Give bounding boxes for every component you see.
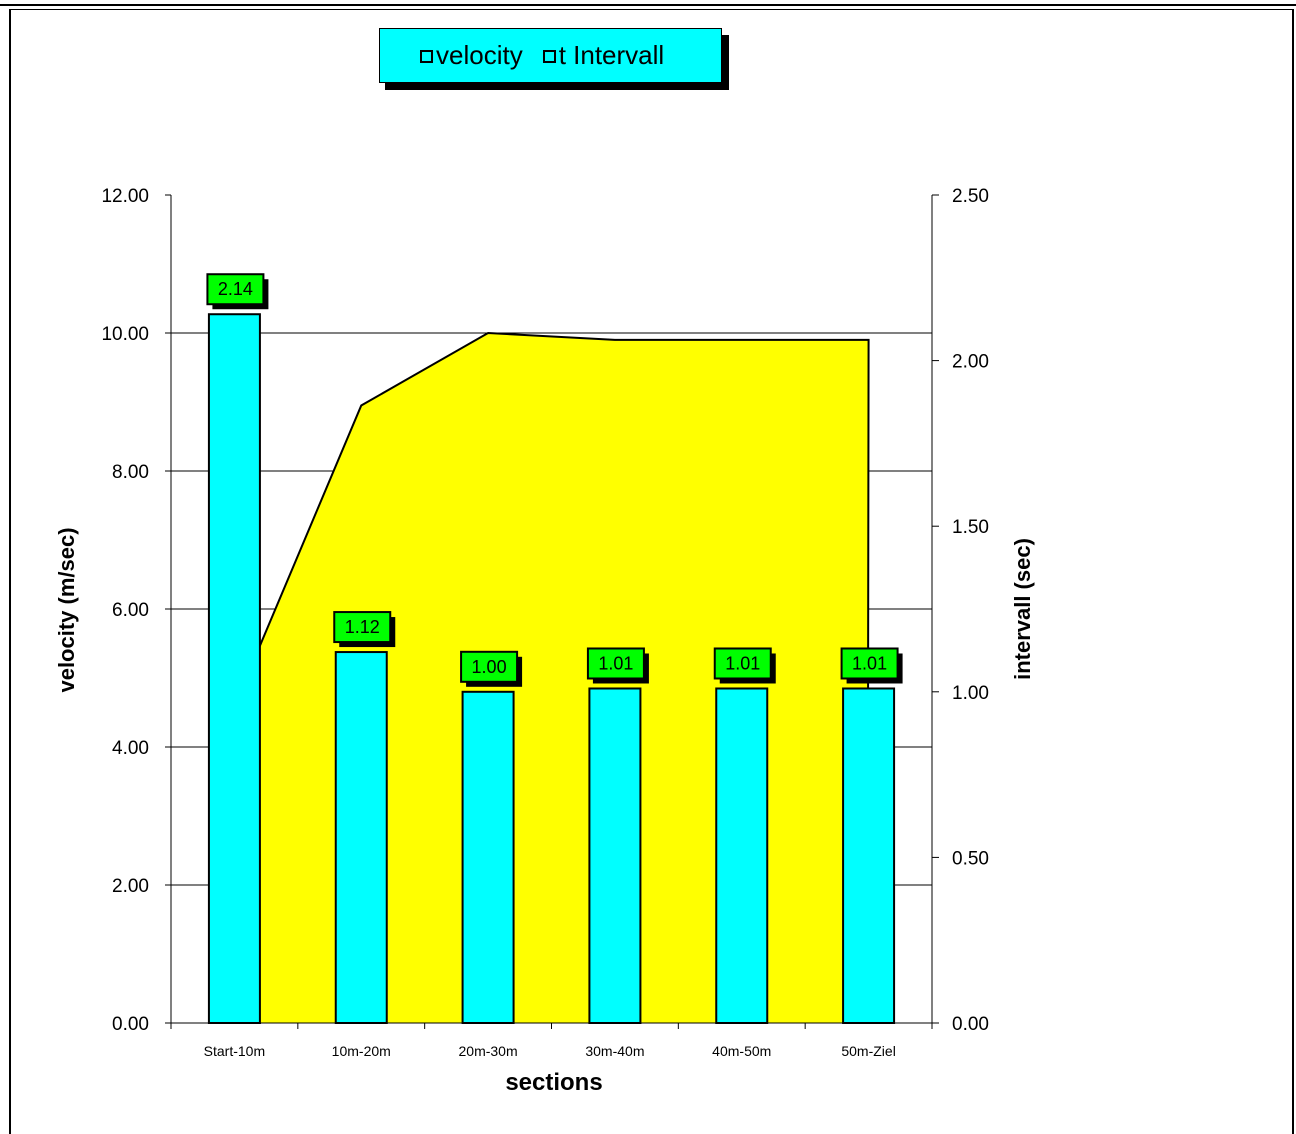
x-tick-label: 10m-20m bbox=[332, 1043, 391, 1059]
data-label: 1.01 bbox=[852, 653, 887, 673]
y-tick-label: 10.00 bbox=[101, 324, 149, 345]
interval-bar bbox=[209, 314, 260, 1023]
y-tick-label: 6.00 bbox=[112, 600, 149, 621]
y2-tick-label: 2.00 bbox=[952, 352, 989, 373]
y2-tick-label: 0.50 bbox=[952, 848, 989, 869]
interval-bar bbox=[716, 688, 767, 1023]
x-tick-label: 20m-30m bbox=[459, 1043, 518, 1059]
x-tick-label: 50m-Ziel bbox=[841, 1043, 895, 1059]
y-axis-title: velocity (m/sec) bbox=[54, 527, 79, 692]
y-tick-label: 12.00 bbox=[101, 186, 149, 207]
y-tick-label: 0.00 bbox=[112, 1014, 149, 1035]
y2-tick-label: 1.00 bbox=[952, 683, 989, 704]
y2-axis-title: intervall (sec) bbox=[1010, 538, 1035, 680]
y2-tick-label: 0.00 bbox=[952, 1014, 989, 1035]
x-tick-label: 30m-40m bbox=[585, 1043, 644, 1059]
y-tick-label: 4.00 bbox=[112, 738, 149, 759]
x-tick-label: 40m-50m bbox=[712, 1043, 771, 1059]
y2-tick-label: 1.50 bbox=[952, 517, 989, 538]
interval-bar bbox=[843, 688, 894, 1023]
data-label: 1.01 bbox=[598, 653, 633, 673]
interval-bar bbox=[336, 652, 387, 1023]
y2-tick-label: 2.50 bbox=[952, 186, 989, 207]
x-axis-title: sections bbox=[505, 1069, 602, 1096]
data-label: 1.12 bbox=[345, 617, 380, 637]
data-label: 1.01 bbox=[725, 653, 760, 673]
data-label: 2.14 bbox=[218, 279, 253, 299]
y-tick-label: 8.00 bbox=[112, 462, 149, 483]
interval-bar bbox=[463, 692, 514, 1023]
y-tick-label: 2.00 bbox=[112, 876, 149, 897]
interval-bar bbox=[589, 688, 640, 1023]
x-tick-label: Start-10m bbox=[204, 1043, 265, 1059]
data-label: 1.00 bbox=[472, 657, 507, 677]
